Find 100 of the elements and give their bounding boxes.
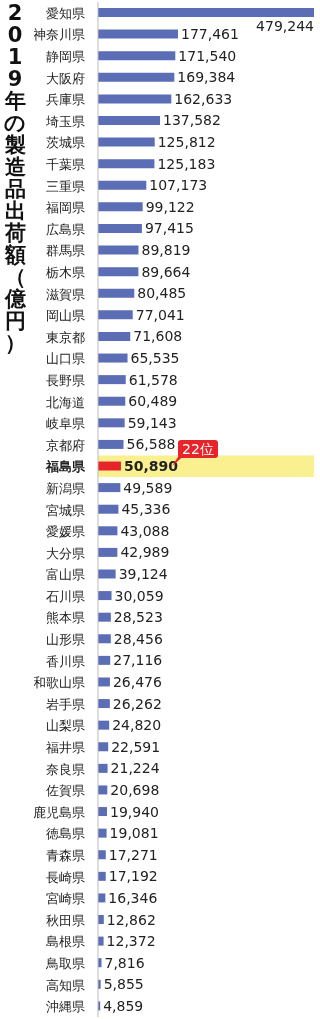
- bar: [98, 180, 147, 190]
- data-label: 42,989: [120, 544, 170, 561]
- y-tick-label: 福岡県: [46, 200, 85, 216]
- y-tick-label: 千葉県: [46, 156, 85, 172]
- y-tick-label: 群馬県: [46, 243, 85, 259]
- y-tick-label: 岐阜県: [46, 416, 85, 432]
- bar: [98, 331, 131, 341]
- y-tick-label: 広島県: [46, 221, 85, 237]
- y-tick-label: 岡山県: [46, 308, 85, 324]
- data-label: 16,346: [108, 889, 158, 906]
- data-label: 7,816: [104, 954, 145, 971]
- data-label: 28,456: [113, 630, 163, 647]
- y-tick-label: 鳥取県: [45, 956, 85, 972]
- bar: [98, 612, 111, 622]
- data-label: 49,589: [123, 479, 173, 496]
- bar: [98, 526, 118, 536]
- y-tick-label: 富山県: [46, 567, 85, 583]
- y-tick-label: 愛知県: [46, 5, 85, 21]
- data-label: 125,183: [157, 155, 216, 172]
- y-tick-label: 秋田県: [46, 912, 85, 928]
- data-label: 26,476: [112, 673, 163, 690]
- bar: [98, 936, 104, 946]
- data-label: 77,041: [135, 306, 185, 323]
- bar: [98, 396, 126, 406]
- bar: [98, 763, 108, 773]
- y-tick-label: 北海道: [46, 394, 85, 410]
- data-label: 50,890: [123, 458, 179, 475]
- data-label: 30,059: [114, 587, 164, 604]
- bar: [98, 159, 155, 169]
- data-label: 65,535: [130, 350, 180, 367]
- data-label: 479,244: [256, 17, 315, 34]
- data-label: 80,485: [137, 285, 187, 302]
- y-tick-label: 新潟県: [46, 480, 85, 496]
- data-label: 17,192: [108, 868, 158, 885]
- data-label: 24,820: [112, 717, 162, 734]
- bar: [98, 850, 106, 860]
- y-tick-label: 沖縄県: [46, 999, 85, 1015]
- bar: [98, 699, 110, 709]
- bar: [98, 461, 121, 471]
- y-tick-label: 高知県: [46, 977, 85, 993]
- bar: [98, 115, 161, 125]
- y-tick-label: 宮城県: [46, 502, 85, 518]
- bar: [98, 245, 139, 255]
- bar: [98, 547, 118, 557]
- bar: [98, 871, 106, 881]
- y-tick-label: 福井県: [46, 740, 85, 756]
- bar: [98, 504, 119, 514]
- bar: [98, 655, 111, 665]
- y-tick-label: 宮崎県: [46, 891, 85, 907]
- y-tick-label: 愛媛県: [46, 524, 85, 540]
- bar: [98, 137, 155, 147]
- y-tick-label: 滋賀県: [46, 286, 85, 302]
- y-tick-label: 佐賀県: [46, 783, 85, 799]
- bar: [98, 267, 139, 277]
- y-tick-label: 山口県: [46, 351, 85, 367]
- data-label: 107,173: [149, 177, 208, 194]
- bar: [98, 51, 176, 61]
- bar: [98, 72, 175, 82]
- bar: [98, 94, 172, 104]
- data-label: 26,262: [112, 695, 162, 712]
- data-label: 28,523: [113, 609, 163, 626]
- annotation: 22位: [178, 440, 218, 458]
- bar: [98, 569, 116, 579]
- bar: [98, 288, 135, 298]
- y-tick-label: 栃木県: [46, 264, 85, 280]
- data-label: 12,372: [106, 933, 156, 950]
- data-label: 61,578: [128, 371, 178, 388]
- bar: [98, 634, 111, 644]
- y-tick-label: 鹿児島県: [33, 804, 85, 820]
- y-tick-label: 大阪府: [46, 70, 85, 86]
- data-label: 171,540: [178, 47, 237, 64]
- data-label: 71,608: [133, 328, 183, 345]
- data-label: 59,143: [127, 414, 177, 431]
- bar: [98, 202, 143, 212]
- y-tick-label: 香川県: [46, 653, 85, 669]
- bar: [98, 223, 142, 233]
- bar: [98, 310, 133, 320]
- data-label: 89,664: [141, 263, 191, 280]
- y-tick-label: 茨城県: [46, 135, 85, 151]
- y-tick-label: 兵庫県: [46, 92, 85, 108]
- data-label: 97,415: [144, 220, 194, 237]
- bar: [98, 375, 126, 385]
- y-tick-label: 石川県: [46, 588, 85, 604]
- y-tick-label: 長崎県: [46, 869, 85, 885]
- data-label: 27,116: [113, 652, 163, 669]
- y-tick-label: 山形県: [46, 632, 85, 648]
- data-label: 12,862: [106, 911, 156, 928]
- data-label: 125,812: [157, 134, 216, 151]
- data-label: 89,819: [141, 242, 191, 259]
- y-tick-label: 福島県: [45, 459, 86, 475]
- data-label: 162,633: [174, 90, 233, 107]
- data-label: 43,088: [120, 522, 170, 539]
- data-label: 60,489: [128, 393, 178, 410]
- bar: [98, 483, 121, 493]
- data-label: 169,384: [177, 69, 236, 86]
- y-tick-label: 三重県: [46, 178, 85, 194]
- y-tick-label: 長野県: [46, 372, 85, 388]
- data-label: 177,461: [180, 26, 239, 43]
- data-label: 22,591: [111, 738, 161, 755]
- data-label: 137,582: [163, 112, 221, 129]
